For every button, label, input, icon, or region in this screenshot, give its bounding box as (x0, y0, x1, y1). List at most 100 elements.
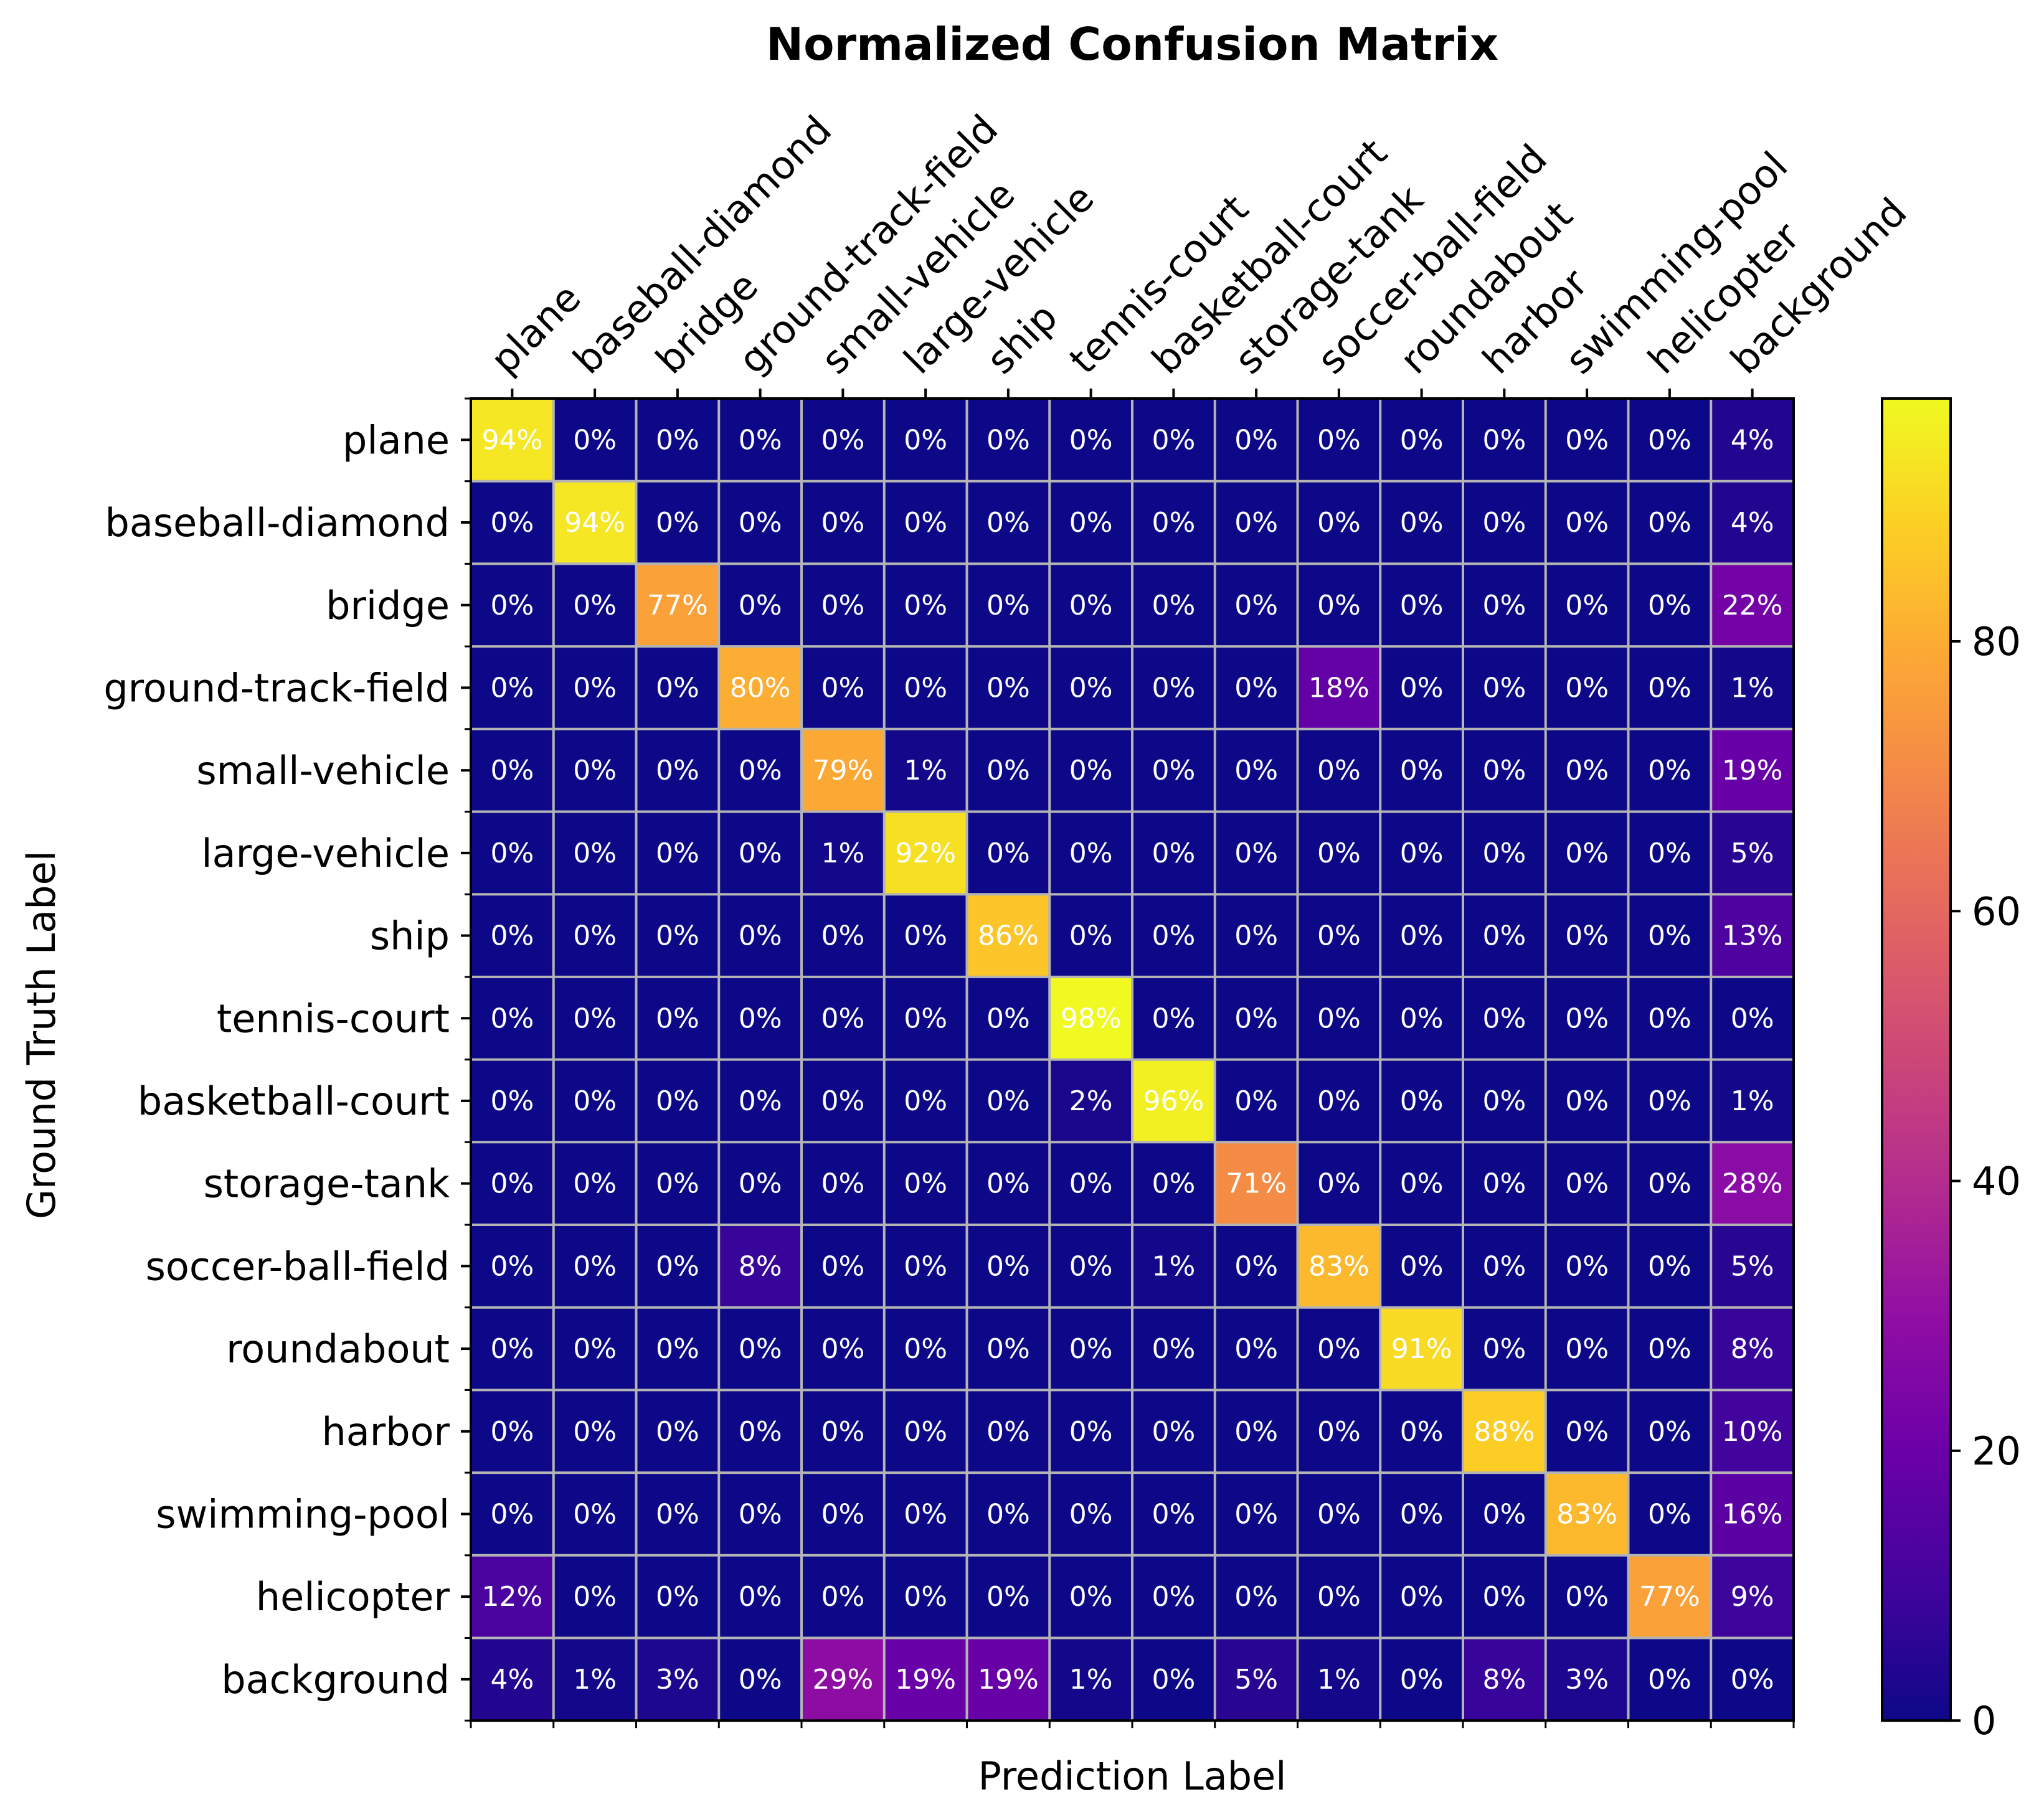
cell-value-label: 0% (739, 507, 782, 539)
cell-value-label: 0% (656, 1333, 699, 1365)
cell-value-label: 0% (739, 1498, 782, 1530)
cell-value-label: 0% (904, 507, 947, 539)
cell-value-label: 0% (490, 1168, 534, 1200)
heatmap-cell (1711, 1638, 1794, 1721)
cell-value-label: 0% (987, 1003, 1030, 1034)
heatmap-cell (1545, 399, 1629, 482)
heatmap-cell (967, 564, 1050, 647)
cell-value-label: 9% (1731, 1581, 1774, 1613)
cell-value-label: 3% (656, 1664, 699, 1696)
heatmap-cell (967, 1142, 1050, 1225)
heatmap-cell (1545, 1307, 1629, 1390)
cell-value-label: 19% (1722, 755, 1783, 786)
cell-value-label: 0% (739, 1416, 782, 1448)
heatmap-cell (1545, 1225, 1629, 1308)
heatmap-cell (553, 1142, 637, 1225)
cell-value-label: 0% (1317, 1003, 1361, 1034)
cell-value-label: 0% (490, 1003, 534, 1034)
heatmap-cell (1049, 1555, 1133, 1639)
heatmap-cell (636, 1555, 719, 1639)
heatmap-cell (471, 564, 554, 647)
y-tick-label: harbor (321, 1409, 450, 1455)
cell-value-label: 0% (739, 590, 782, 621)
cell-value-label: 0% (1069, 755, 1113, 786)
cell-value-label: 0% (1648, 590, 1692, 621)
heatmap-cell (1711, 1142, 1794, 1225)
heatmap-cell (802, 1555, 885, 1639)
heatmap-cell (1711, 481, 1794, 564)
cell-value-label: 28% (1722, 1168, 1783, 1200)
heatmap-cell (719, 1059, 802, 1143)
cell-value-label: 0% (656, 1416, 699, 1448)
y-tick-label: basketball-court (138, 1078, 450, 1124)
cell-value-label: 0% (1648, 1416, 1692, 1448)
heatmap-cell (802, 976, 885, 1060)
cell-value-label: 0% (1482, 755, 1526, 786)
cell-value-label: 79% (812, 755, 873, 786)
cell-value-label: 0% (821, 1498, 864, 1530)
cell-value-label: 0% (1648, 1498, 1692, 1530)
heatmap-cell (471, 1059, 554, 1143)
heatmap-cell (636, 976, 719, 1060)
heatmap-cell (802, 564, 885, 647)
heatmap-cell (967, 811, 1050, 895)
cell-value-label: 0% (1565, 1581, 1609, 1613)
heatmap-cell (719, 564, 802, 647)
cell-value-label: 71% (1226, 1168, 1287, 1200)
cell-value-label: 0% (1234, 755, 1278, 786)
heatmap-cell (1132, 1307, 1216, 1390)
heatmap-cell (471, 894, 554, 978)
heatmap-cell (802, 1390, 885, 1473)
heatmap-cell (1463, 1307, 1546, 1390)
cell-value-label: 0% (1152, 590, 1195, 621)
cell-value-label: 0% (1648, 1664, 1692, 1696)
cell-value-label: 0% (573, 755, 617, 786)
heatmap-cell (1463, 481, 1546, 564)
heatmap-cell (1297, 1473, 1381, 1556)
cell-value-label: 22% (1722, 590, 1783, 621)
cell-value-label: 96% (1143, 1085, 1204, 1117)
cell-value-label: 0% (573, 672, 617, 704)
heatmap-cell (636, 564, 719, 647)
heatmap-cell (802, 1059, 885, 1143)
cell-value-label: 0% (1152, 1003, 1195, 1034)
cell-value-label: 0% (821, 1250, 864, 1282)
heatmap-cell (1463, 1142, 1546, 1225)
heatmap-cell (636, 1225, 719, 1308)
y-tick-label: helicopter (256, 1574, 450, 1620)
cell-value-label: 0% (573, 590, 617, 621)
cell-value-label: 0% (1565, 1416, 1609, 1448)
y-tick-label: ground-track-field (103, 665, 450, 710)
cell-value-label: 4% (490, 1664, 534, 1696)
cell-value-label: 0% (987, 1333, 1030, 1365)
cell-value-label: 0% (656, 507, 699, 539)
cell-value-label: 0% (1565, 1085, 1609, 1117)
heatmap-cell (553, 1059, 637, 1143)
cell-value-label: 0% (1482, 920, 1526, 952)
heatmap-cell (1214, 1225, 1299, 1308)
heatmap-cell (1214, 481, 1299, 564)
cell-value-label: 0% (1152, 837, 1195, 869)
cell-value-label: 4% (1731, 424, 1774, 456)
cell-value-label: 0% (1731, 1664, 1774, 1696)
cell-value-label: 0% (987, 1168, 1030, 1200)
cell-value-label: 0% (739, 1003, 782, 1034)
cell-value-label: 18% (1308, 672, 1370, 704)
heatmap-cell (1711, 1390, 1794, 1473)
cell-value-label: 0% (1400, 507, 1444, 539)
heatmap-cell (1463, 1059, 1546, 1143)
heatmap-cell (1297, 399, 1381, 482)
heatmap-cell (1380, 1555, 1464, 1639)
cell-value-label: 1% (1317, 1664, 1361, 1696)
heatmap-cell (1380, 976, 1464, 1060)
cell-value-label: 0% (1482, 1168, 1526, 1200)
heatmap-cell (802, 1225, 885, 1308)
cell-value-label: 0% (490, 755, 534, 786)
heatmap-cell (719, 1225, 802, 1308)
heatmap-cell (967, 1059, 1050, 1143)
heatmap-cell (1628, 1555, 1711, 1639)
heatmap-cell (1545, 646, 1629, 730)
cell-value-label: 0% (656, 1085, 699, 1117)
cell-value-label: 16% (1722, 1498, 1783, 1530)
cell-value-label: 0% (1400, 920, 1444, 952)
